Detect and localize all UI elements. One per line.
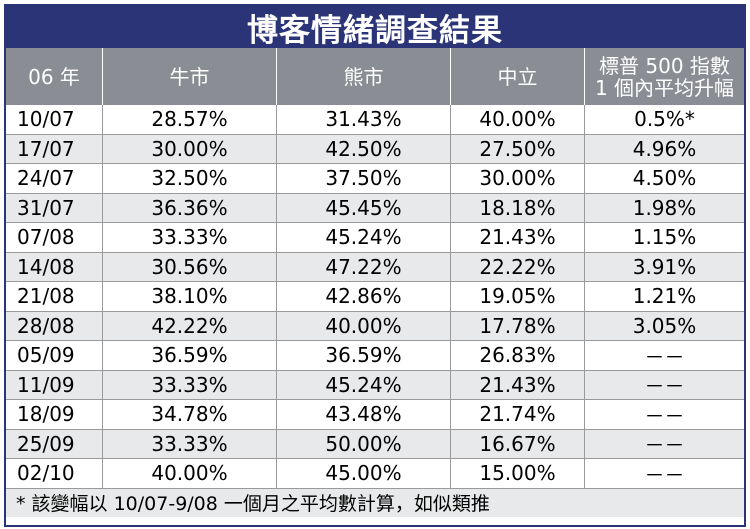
table-cell-bear: 45.24% — [277, 370, 451, 400]
header-sp500: 標普 500 指數 1 個內平均升幅 — [585, 48, 744, 105]
page-title: 博客情緒調查結果 — [247, 12, 503, 49]
table-cell-neutral: 19.05% — [451, 282, 585, 312]
table-cell-neutral: 40.00% — [451, 105, 585, 135]
table-cell-bull: 42.22% — [103, 311, 277, 341]
table-cell-bull: 33.33% — [103, 370, 277, 400]
table-cell-sp: 3.05% — [585, 311, 744, 341]
table-cell-sp: 1.15% — [585, 223, 744, 253]
table-cell-neutral: 21.43% — [451, 223, 585, 253]
table-cell-neutral: 17.78% — [451, 311, 585, 341]
table-cell-sp: －－ — [585, 459, 744, 489]
table-cell-sp: 0.5%* — [585, 105, 744, 135]
table-cell-neutral: 22.22% — [451, 252, 585, 282]
table-cell-bear: 45.00% — [277, 459, 451, 489]
table-cell-sp: 3.91% — [585, 252, 744, 282]
table-cell-bear: 47.22% — [277, 252, 451, 282]
table-cell-sp: 4.50% — [585, 164, 744, 194]
table-cell-neutral: 21.43% — [451, 370, 585, 400]
table-cell-bull: 34.78% — [103, 400, 277, 430]
header-year: 06 年 — [6, 48, 103, 105]
table-cell-bull: 32.50% — [103, 164, 277, 194]
table-body: 10/07 28.57% 31.43% 40.00% 0.5%* 17/07 30.00% 4… — [6, 105, 744, 489]
table-cell-neutral: 16.67% — [451, 429, 585, 459]
table-cell-bear: 45.24% — [277, 223, 451, 253]
table-cell-date: 14/08 — [6, 252, 103, 282]
footnote: * 該變幅以 10/07-9/08 一個月之平均數計算，如似類推 — [6, 488, 744, 517]
header-bull: 牛市 — [103, 48, 277, 105]
table-cell-bull: 33.33% — [103, 223, 277, 253]
table-cell-neutral: 18.18% — [451, 193, 585, 223]
table-cell-bear: 42.86% — [277, 282, 451, 312]
table-cell-neutral: 26.83% — [451, 341, 585, 371]
table-cell-neutral: 21.74% — [451, 400, 585, 430]
table-cell-bull: 30.00% — [103, 134, 277, 164]
survey-table: 06 年 牛市 熊市 中立 標普 500 指數 1 個內平均升幅 — [6, 48, 744, 105]
table-cell-date: 25/09 — [6, 429, 103, 459]
table-cell-sp: －－ — [585, 429, 744, 459]
table-cell-bear: 43.48% — [277, 400, 451, 430]
table-cell-neutral: 27.50% — [451, 134, 585, 164]
table-cell-sp: －－ — [585, 400, 744, 430]
table-cell-date: 10/07 — [6, 105, 103, 135]
table-cell-date: 07/08 — [6, 223, 103, 253]
header-bear: 熊市 — [277, 48, 451, 105]
table-cell-sp: 1.98% — [585, 193, 744, 223]
header-neutral: 中立 — [451, 48, 585, 105]
header-sp500-line2: 1 個內平均升幅 — [594, 75, 735, 100]
table-cell-date: 05/09 — [6, 341, 103, 371]
title-bar: 博客情緒調查結果 — [6, 6, 744, 49]
table-cell-bull: 28.57% — [103, 105, 277, 135]
table-cell-neutral: 15.00% — [451, 459, 585, 489]
table-cell-date: 28/08 — [6, 311, 103, 341]
table-cell-sp: －－ — [585, 370, 744, 400]
table-cell-bear: 45.45% — [277, 193, 451, 223]
table-cell-bear: 31.43% — [277, 105, 451, 135]
table-cell-date: 11/09 — [6, 370, 103, 400]
table-cell-date: 24/07 — [6, 164, 103, 194]
table-cell-bull: 36.36% — [103, 193, 277, 223]
table-cell-date: 21/08 — [6, 282, 103, 312]
table-cell-bull: 38.10% — [103, 282, 277, 312]
survey-panel: 博客情緒調查結果 06 年 牛市 熊市 中立 標普 500 指數 1 個內平均升… — [4, 4, 746, 527]
table-cell-date: 31/07 — [6, 193, 103, 223]
table-cell-bull: 36.59% — [103, 341, 277, 371]
table-cell-bull: 30.56% — [103, 252, 277, 282]
header-sp500-line1: 標普 500 指數 — [599, 53, 730, 78]
table-cell-bull: 33.33% — [103, 429, 277, 459]
table-cell-bear: 50.00% — [277, 429, 451, 459]
table-cell-sp: 4.96% — [585, 134, 744, 164]
table-cell-date: 17/07 — [6, 134, 103, 164]
table-cell-date: 18/09 — [6, 400, 103, 430]
table-cell-date: 02/10 — [6, 459, 103, 489]
table-cell-bear: 40.00% — [277, 311, 451, 341]
table-cell-sp: 1.21% — [585, 282, 744, 312]
table-cell-bull: 40.00% — [103, 459, 277, 489]
table-cell-sp: －－ — [585, 341, 744, 371]
table-cell-neutral: 30.00% — [451, 164, 585, 194]
table-cell-bear: 36.59% — [277, 341, 451, 371]
table-cell-bear: 37.50% — [277, 164, 451, 194]
table-cell-bear: 42.50% — [277, 134, 451, 164]
